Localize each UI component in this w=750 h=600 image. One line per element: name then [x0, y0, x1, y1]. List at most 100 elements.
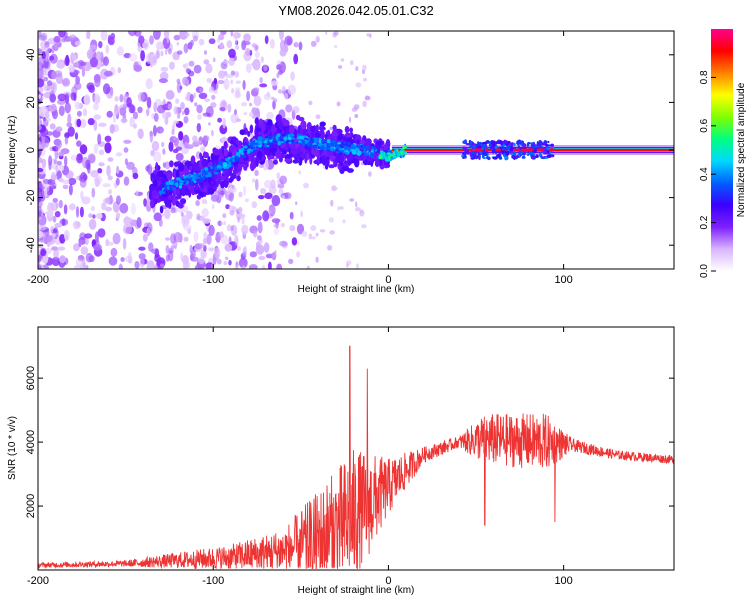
heatmap-blob: [516, 140, 521, 146]
heatmap-blob: [400, 150, 404, 154]
heatmap-blob: [63, 204, 68, 215]
heatmap-blob: [325, 146, 330, 150]
heatmap-blob: [315, 256, 319, 263]
heatmap-blob: [54, 211, 61, 218]
heatmap-blob: [202, 187, 208, 193]
heatmap-blob: [170, 245, 176, 249]
heatmap-blob: [285, 140, 290, 144]
heatmap-blob: [310, 125, 316, 133]
heatmap-blob: [213, 247, 221, 259]
heatmap-blob: [303, 137, 309, 140]
heatmap-blob: [180, 211, 184, 217]
heatmap-blob: [171, 129, 175, 136]
heatmap-blob: [75, 206, 80, 218]
heatmap-marks: [38, 31, 674, 269]
heatmap-blob: [228, 259, 232, 266]
heatmap-blob: [183, 224, 192, 231]
heatmap-blob: [312, 144, 318, 149]
heatmap-blob: [349, 198, 355, 202]
snr-line-marks: [38, 345, 674, 570]
heatmap-blob: [68, 177, 77, 186]
heatmap-blob: [164, 48, 168, 56]
heatmap-blob: [232, 158, 235, 162]
heatmap-blob: [183, 116, 189, 124]
heatmap-blob: [368, 171, 372, 177]
heatmap-blob: [363, 152, 367, 156]
heatmap-blob: [228, 57, 235, 66]
y-tick-label: 40: [25, 49, 37, 61]
heatmap-blob: [224, 190, 228, 197]
heatmap-blob: [116, 165, 120, 175]
heatmap-blob: [347, 141, 351, 146]
heatmap-blob: [209, 247, 214, 252]
heatmap-blob: [273, 134, 276, 139]
heatmap-blob: [93, 103, 99, 111]
heatmap-blob: [227, 170, 232, 176]
heatmap-blob: [486, 156, 490, 160]
heatmap-blob: [296, 141, 299, 145]
heatmap-blob: [175, 169, 180, 179]
heatmap-blob: [51, 44, 55, 54]
heatmap-blob: [498, 146, 502, 149]
heatmap-blob: [254, 178, 259, 191]
heatmap-blob: [41, 51, 46, 60]
heatmap-blob: [235, 38, 238, 45]
heatmap-blob: [218, 33, 225, 41]
heatmap-blob: [291, 237, 298, 246]
heatmap-blob: [222, 162, 228, 168]
heatmap-blob: [258, 144, 262, 148]
heatmap-blob: [183, 43, 189, 54]
heatmap-blob: [510, 142, 514, 145]
heatmap-blob: [213, 148, 220, 156]
heatmap-blob: [327, 245, 333, 251]
heatmap-blob: [234, 109, 237, 116]
heatmap-blob: [211, 129, 214, 137]
heatmap-blob: [109, 124, 115, 134]
heatmap-blob: [229, 186, 237, 193]
heatmap-blob: [301, 141, 306, 147]
heatmap-blob: [183, 206, 189, 213]
heatmap-blob: [107, 36, 115, 46]
heatmap-blob: [247, 130, 251, 137]
heatmap-blob: [173, 120, 179, 124]
heatmap-blob: [378, 156, 382, 160]
heatmap-blob: [161, 44, 164, 50]
heatmap-peak: [478, 148, 483, 152]
heatmap-blob: [503, 153, 506, 158]
heatmap-blob: [243, 150, 248, 154]
heatmap-blob: [224, 70, 228, 76]
heatmap-blob: [321, 141, 327, 144]
heatmap-blob: [185, 32, 190, 38]
heatmap-blob: [280, 222, 285, 228]
heatmap-blob: [344, 126, 350, 134]
heatmap-blob: [276, 72, 280, 79]
heatmap-blob: [362, 64, 367, 71]
heatmap-blob: [163, 98, 166, 105]
heatmap-blob: [44, 247, 52, 255]
heatmap-blob: [504, 155, 509, 161]
heatmap-blob: [47, 209, 54, 218]
heatmap-blob: [478, 155, 481, 160]
heatmap-blob: [503, 140, 508, 144]
heatmap-blob: [222, 213, 227, 219]
heatmap-blob: [354, 157, 359, 168]
heatmap-blob: [106, 110, 113, 118]
x-tick-label: 0: [385, 274, 391, 286]
heatmap-blob: [216, 169, 221, 173]
heatmap-blob: [82, 256, 86, 268]
heatmap-blob: [276, 172, 281, 180]
heatmap-blob: [252, 146, 256, 150]
heatmap-blob: [51, 256, 61, 267]
heatmap-blob: [188, 60, 195, 67]
heatmap-blob: [78, 174, 83, 182]
heatmap-blob: [266, 145, 270, 148]
heatmap-blob: [138, 246, 146, 251]
heatmap-blob: [63, 155, 68, 167]
heatmap-blob: [268, 205, 275, 209]
heatmap-blob: [223, 149, 229, 157]
heatmap-blob: [106, 241, 115, 246]
heatmap-blob: [130, 202, 136, 215]
heatmap-blob: [167, 194, 174, 201]
heatmap-blob: [292, 106, 300, 114]
heatmap-blob: [361, 151, 365, 153]
